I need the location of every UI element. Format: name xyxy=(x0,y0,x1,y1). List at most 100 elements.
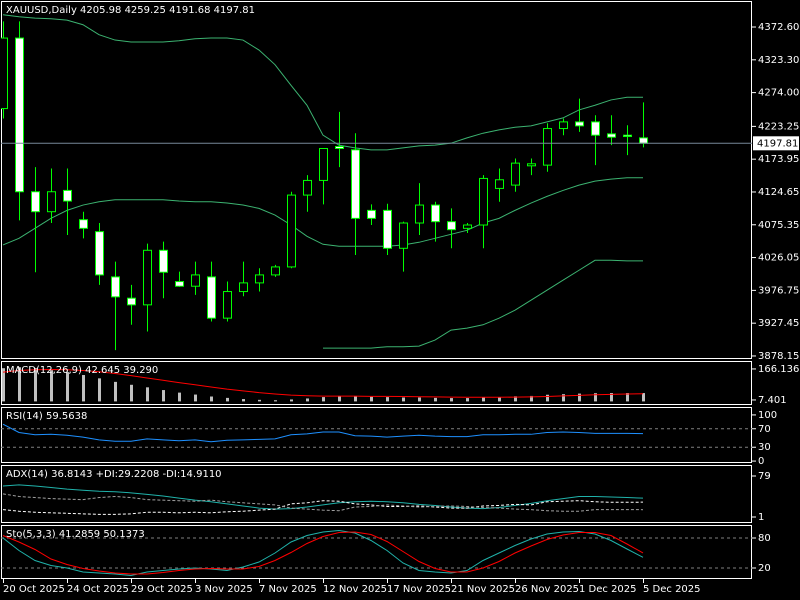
candle-body xyxy=(175,281,184,287)
candle-body xyxy=(1,37,8,110)
macd-bar xyxy=(546,394,549,402)
y-tick-label: 166.136 xyxy=(758,364,799,375)
macd-bar xyxy=(642,393,645,402)
y-tick-label: 1 xyxy=(758,512,764,523)
y-tick-label: 4223.25 xyxy=(758,121,799,132)
macd-bar xyxy=(402,397,405,402)
candle-body xyxy=(111,276,120,298)
macd-bar xyxy=(530,395,533,402)
x-tick-label: 1 Dec 2025 xyxy=(579,584,637,595)
candle-body xyxy=(639,137,648,144)
candle-body xyxy=(479,177,488,226)
candle-body xyxy=(559,121,568,130)
y-tick-label: 4323.30 xyxy=(758,55,799,66)
candle-body xyxy=(127,297,136,306)
candle-body xyxy=(143,249,152,306)
macd-bar xyxy=(434,397,437,402)
candle-body xyxy=(31,191,40,213)
x-tick-label: 3 Nov 2025 xyxy=(195,584,253,595)
macd-bar xyxy=(50,370,53,402)
macd-bar xyxy=(258,399,261,402)
macd-bar xyxy=(610,393,613,402)
candle-body xyxy=(255,274,264,284)
indicator-line xyxy=(2,423,644,443)
macd-bar xyxy=(66,372,69,402)
candle-body xyxy=(79,219,88,229)
x-tick-label: 24 Oct 2025 xyxy=(67,584,129,595)
macd-bar xyxy=(34,368,37,402)
macd-bar xyxy=(338,395,341,402)
candle-body xyxy=(591,121,600,136)
candle-body xyxy=(431,204,440,223)
candle-body xyxy=(511,162,520,186)
candle-body xyxy=(447,221,456,231)
x-tick-label: 20 Oct 2025 xyxy=(3,584,65,595)
candle-body xyxy=(527,163,536,167)
macd-bar xyxy=(290,399,293,402)
macd-bar xyxy=(418,397,421,402)
macd-bar xyxy=(322,397,325,402)
y-tick-label: 3976.75 xyxy=(758,285,799,296)
macd-bar xyxy=(178,392,181,402)
macd-bar xyxy=(242,399,245,402)
macd-bar xyxy=(194,394,197,402)
y-tick-label: 4274.00 xyxy=(758,88,799,99)
y-tick-label: 100 xyxy=(758,410,777,421)
candle-body xyxy=(95,231,104,276)
macd-bar xyxy=(386,397,389,402)
candle-body xyxy=(271,266,280,276)
candle-body xyxy=(415,204,424,224)
candle-body xyxy=(623,134,632,138)
macd-bar xyxy=(114,381,117,402)
macd-bar xyxy=(578,393,581,402)
candle-body xyxy=(367,209,376,219)
indicator-line xyxy=(2,500,644,515)
indicator-line xyxy=(2,529,644,577)
macd-bar xyxy=(130,384,133,402)
candle-body xyxy=(303,179,312,196)
macd-bar xyxy=(466,398,469,402)
macd-bar xyxy=(274,400,277,402)
price-label-box xyxy=(753,136,799,151)
x-tick-label: 21 Nov 2025 xyxy=(451,584,515,595)
macd-bar xyxy=(306,398,309,402)
macd-bar xyxy=(514,396,517,402)
candle-body xyxy=(607,133,616,138)
y-tick-label: 4173.95 xyxy=(758,154,799,165)
macd-bar xyxy=(562,394,565,402)
macd-bar xyxy=(498,397,501,402)
y-tick-label: 80 xyxy=(758,533,771,544)
y-tick-label: 3878.15 xyxy=(758,351,799,362)
candle-body xyxy=(207,276,216,319)
panel-title: MACD(12,26,9) 42.645 39.290 xyxy=(6,365,158,376)
panel-title: ADX(14) 36.8143 +DI:29.2208 -DI:14.9110 xyxy=(6,469,222,480)
macd-bar xyxy=(210,396,213,402)
panel-frame xyxy=(1,1,752,359)
macd-bar xyxy=(354,396,357,402)
candle-body xyxy=(287,194,296,268)
candle-body xyxy=(63,189,72,202)
candle-body xyxy=(351,149,360,219)
band-middle xyxy=(2,177,643,247)
candle-body xyxy=(543,128,552,166)
candle-body xyxy=(463,224,472,229)
indicator-line xyxy=(2,493,644,512)
macd-bar xyxy=(18,367,21,402)
band-lower xyxy=(323,259,643,349)
macd-bar xyxy=(370,396,373,402)
macd-bar xyxy=(594,393,597,402)
candle-body xyxy=(15,37,24,193)
macd-bar xyxy=(82,375,85,402)
y-tick-label: 20 xyxy=(758,563,771,574)
price-label: 4197.81 xyxy=(757,138,798,149)
panel-frame xyxy=(1,361,752,405)
candle-body xyxy=(223,291,232,319)
panel-frame xyxy=(1,407,752,463)
macd-bar xyxy=(626,393,629,402)
macd-bar xyxy=(162,390,165,402)
y-tick-label: 0 xyxy=(758,456,764,467)
y-tick-label: 4124.65 xyxy=(758,187,799,198)
macd-bar xyxy=(146,387,149,402)
x-tick-label: 5 Dec 2025 xyxy=(643,584,701,595)
candle-body xyxy=(239,282,248,293)
